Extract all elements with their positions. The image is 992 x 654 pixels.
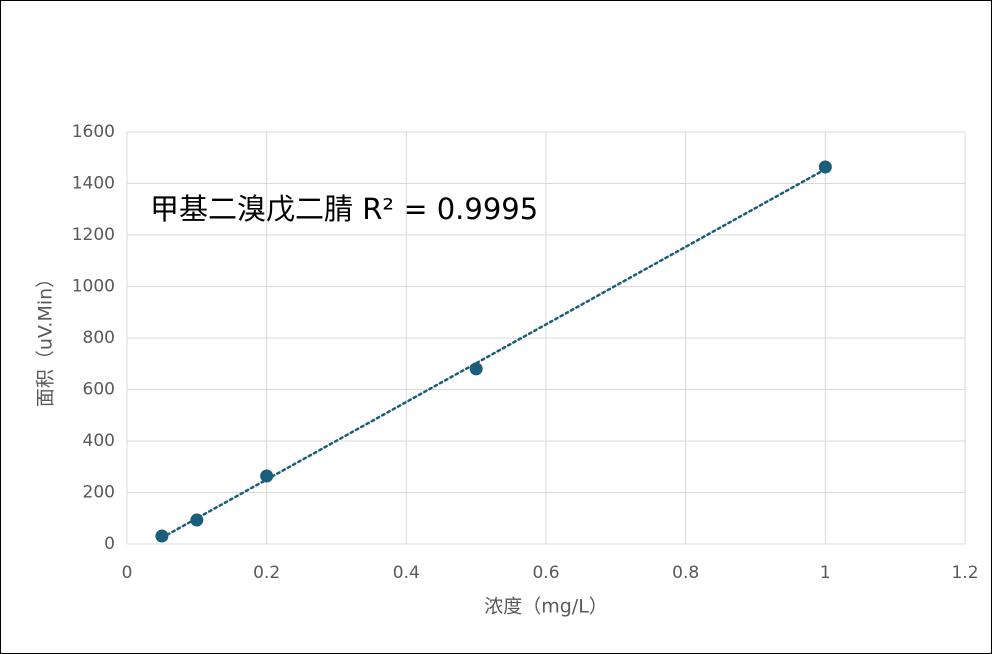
point: [818, 160, 832, 174]
point: [260, 469, 274, 483]
y-tick-label: 200: [83, 483, 115, 503]
x-tick-label: 1: [820, 563, 831, 583]
point: [469, 362, 483, 376]
y-tick-label: 1200: [72, 225, 115, 245]
x-tick-label: 0.2: [253, 563, 280, 583]
y-tick-label: 400: [83, 431, 115, 451]
x-tick-label: 0.6: [532, 563, 559, 583]
point: [190, 513, 204, 527]
y-tick-label: 0: [104, 534, 115, 554]
x-tick-label: 1.2: [951, 563, 978, 583]
y-axis-label: 面积（uV.Min）: [35, 269, 57, 407]
y-tick-label: 800: [83, 328, 115, 348]
x-tick-label: 0.8: [672, 563, 699, 583]
y-tick-label: 1400: [72, 174, 115, 194]
y-tick-label: 1000: [72, 277, 115, 297]
annotation: 甲基二溴戊二腈 R² = 0.9995: [150, 192, 538, 226]
x-tick-label: 0: [122, 563, 133, 583]
y-tick-label: 1600: [72, 122, 115, 142]
y-tick-label: 600: [83, 380, 115, 400]
point: [155, 529, 169, 543]
x-axis-label: 浓度（mg/L）: [484, 596, 608, 618]
x-tick-label: 0.4: [393, 563, 420, 583]
